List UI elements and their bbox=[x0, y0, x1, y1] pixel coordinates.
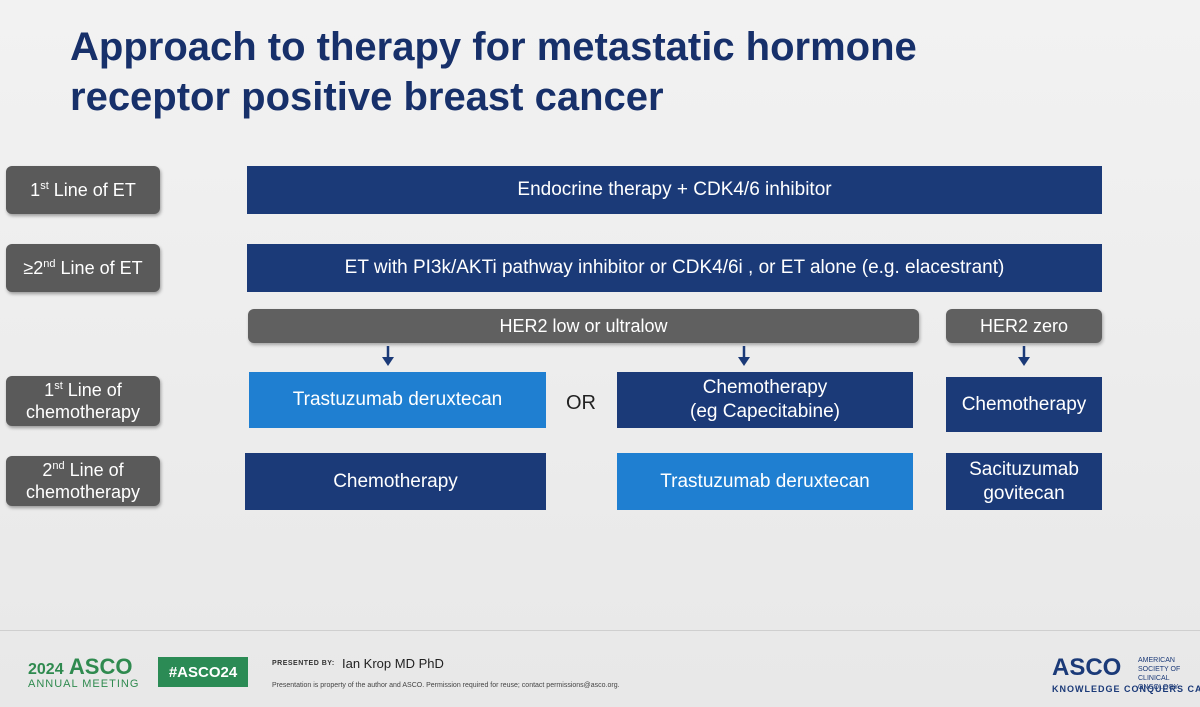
trastuzumab-deruxtecan-box-2: Trastuzumab deruxtecan bbox=[617, 453, 913, 510]
row-label-text-2: chemotherapy bbox=[25, 402, 141, 422]
row-label-text: Line of bbox=[69, 460, 124, 480]
row-label-2nd-line-chemo: 2nd Line of chemotherapy bbox=[6, 456, 160, 506]
box-text: ET with PI3k/AKTi pathway inhibitor or C… bbox=[344, 257, 1005, 278]
chemotherapy-her2-zero-box: Chemotherapy bbox=[946, 377, 1102, 432]
logo-year: 2024 bbox=[28, 661, 64, 678]
ordinal-suffix: st bbox=[40, 180, 49, 192]
slide-title: Approach to therapy for metastatic hormo… bbox=[70, 22, 1130, 122]
et-pi3k-box: ET with PI3k/AKTi pathway inhibitor or C… bbox=[247, 244, 1102, 292]
title-line-2: receptor positive breast cancer bbox=[70, 75, 664, 119]
down-arrow-icon bbox=[382, 346, 394, 366]
or-label: OR bbox=[566, 392, 596, 414]
chemotherapy-capecitabine-box: Chemotherapy (eg Capecitabine) bbox=[617, 372, 913, 428]
copyright-notice: Presentation is property of the author a… bbox=[272, 682, 620, 689]
annual-meeting-label: ANNUAL MEETING bbox=[28, 678, 140, 690]
row-label-1st-line-chemo: 1st Line of chemotherapy bbox=[6, 376, 160, 426]
trastuzumab-deruxtecan-box-1: Trastuzumab deruxtecan bbox=[249, 372, 546, 428]
row-label-text-2: chemotherapy bbox=[25, 482, 141, 502]
logo-asco: ASCO bbox=[68, 654, 133, 679]
box-text: Chemotherapy bbox=[961, 393, 1087, 415]
asco-2024-logo: 2024 ASCO bbox=[28, 656, 132, 681]
down-arrow-icon bbox=[738, 346, 750, 366]
box-text: Chemotherapy bbox=[333, 470, 458, 492]
row-label-text: Line of bbox=[67, 380, 122, 400]
row-label-text: Line of ET bbox=[53, 180, 136, 200]
tagline: KNOWLEDGE CONQUERS CANCER bbox=[1052, 684, 1200, 694]
row-label-1st-line-et: 1st Line of ET bbox=[6, 166, 160, 214]
presented-by-label: PRESENTED BY: bbox=[272, 660, 335, 667]
box-text: Endocrine therapy + CDK4/6 inhibitor bbox=[517, 179, 832, 200]
box-text-2: govitecan bbox=[983, 482, 1065, 504]
box-text: HER2 low or ultralow bbox=[499, 315, 668, 336]
box-text-2: (eg Capecitabine) bbox=[690, 401, 840, 422]
title-line-1: Approach to therapy for metastatic hormo… bbox=[70, 25, 917, 69]
presenter-name: Ian Krop MD PhD bbox=[342, 656, 444, 671]
endocrine-cdk46-box: Endocrine therapy + CDK4/6 inhibitor bbox=[247, 166, 1102, 214]
row-label-2nd-line-et: ≥2nd Line of ET bbox=[6, 244, 160, 292]
box-text: Chemotherapy bbox=[702, 377, 828, 398]
box-text: Sacituzumab bbox=[969, 458, 1079, 480]
down-arrow-icon bbox=[1018, 346, 1030, 366]
ordinal: ≥2 bbox=[23, 258, 44, 278]
box-text: Trastuzumab deruxtecan bbox=[292, 389, 503, 410]
hashtag-badge: #ASCO24 bbox=[158, 657, 248, 687]
box-text: HER2 zero bbox=[979, 315, 1069, 336]
ordinal: 2 bbox=[42, 460, 53, 480]
chemotherapy-2nd-line-box: Chemotherapy bbox=[245, 453, 546, 510]
row-label-text: Line of ET bbox=[60, 258, 143, 278]
box-text: Trastuzumab deruxtecan bbox=[660, 470, 870, 492]
ordinal-suffix: nd bbox=[52, 460, 65, 472]
asco-logo: ASCO bbox=[1052, 654, 1122, 681]
ordinal: 1 bbox=[30, 180, 41, 200]
sacituzumab-govitecan-box: Sacituzumab govitecan bbox=[946, 453, 1102, 510]
society-name: AMERICAN SOCIETY OF CLINICAL ONCOLOGY bbox=[1138, 657, 1181, 691]
her2-low-header: HER2 low or ultralow bbox=[248, 309, 919, 343]
ordinal: 1 bbox=[44, 380, 55, 400]
ordinal-suffix: st bbox=[54, 380, 63, 392]
footer-divider bbox=[0, 630, 1200, 631]
ordinal-suffix: nd bbox=[43, 258, 56, 270]
her2-zero-header: HER2 zero bbox=[946, 309, 1102, 343]
